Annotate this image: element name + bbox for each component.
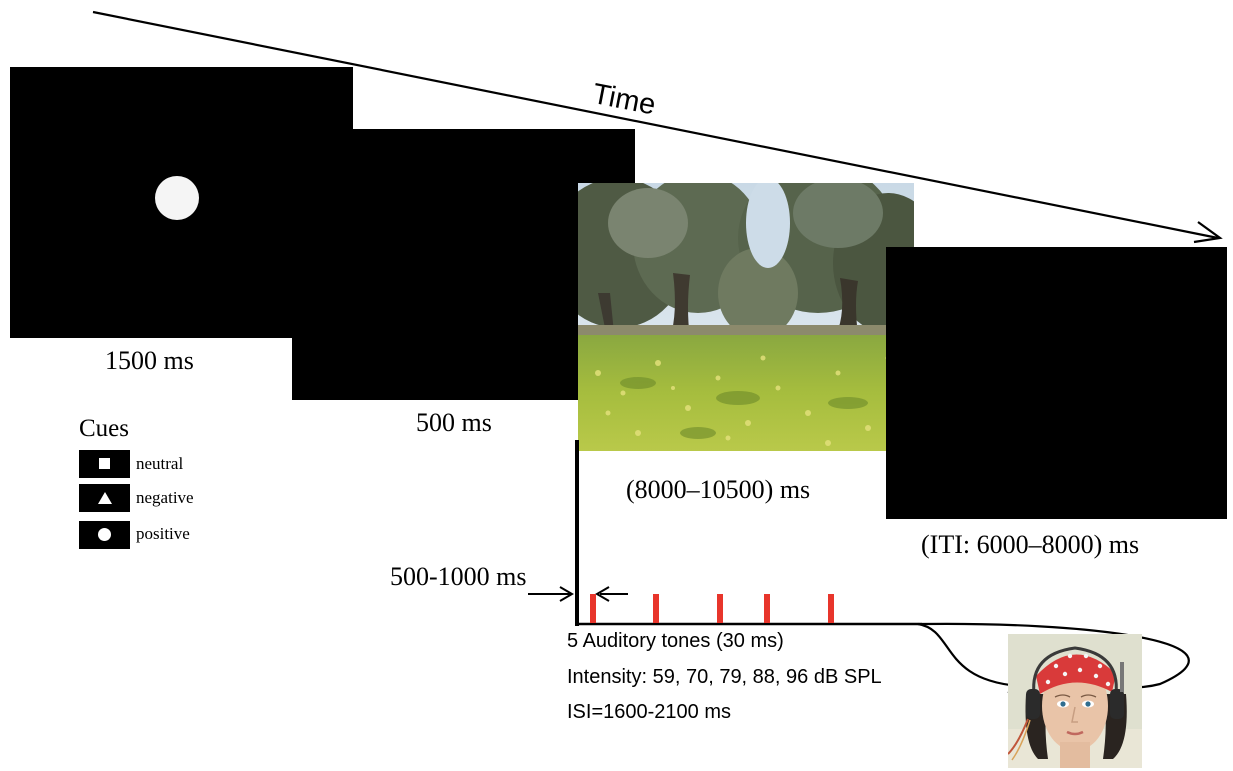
cue-circle <box>155 176 199 220</box>
iti-duration-label: (ITI: 6000–8000) ms <box>921 530 1140 559</box>
cue-positive-label: positive <box>136 524 190 543</box>
time-arrow-head <box>1193 221 1223 244</box>
blank-duration-label: 500 ms <box>416 408 492 437</box>
triangle-icon <box>98 492 112 504</box>
cue-positive-box <box>79 521 130 549</box>
tone-tick-3 <box>717 594 723 623</box>
cue-negative-label: negative <box>136 488 194 507</box>
mannequin-head-image <box>1008 634 1142 768</box>
tones-description-line1: 5 Auditory tones (30 ms) <box>567 630 784 652</box>
cue-neutral-box <box>79 450 130 478</box>
square-icon <box>99 458 110 469</box>
tones-intensity-line: Intensity: 59, 70, 79, 88, 96 dB SPL <box>567 666 882 688</box>
tone-tick-4 <box>764 594 770 623</box>
cue-duration-label: 1500 ms <box>105 346 194 375</box>
tones-isi-line: ISI=1600-2100 ms <box>567 701 731 723</box>
cue-negative-box <box>79 484 130 512</box>
cues-legend-title: Cues <box>79 415 129 442</box>
tone-tick-2 <box>653 594 659 623</box>
cable-to-head-left <box>917 622 1021 688</box>
time-arrow <box>92 10 1219 240</box>
onset-interval-label: 500-1000 ms <box>390 562 527 591</box>
cue-neutral-label: neutral <box>136 454 184 473</box>
circle-icon <box>98 528 111 541</box>
tone-tick-5 <box>828 594 834 623</box>
picture-duration-label: (8000–10500) ms <box>626 475 811 504</box>
iti-screen <box>886 247 1227 519</box>
tone-tick-1 <box>590 594 596 623</box>
picture-screen <box>578 183 914 451</box>
